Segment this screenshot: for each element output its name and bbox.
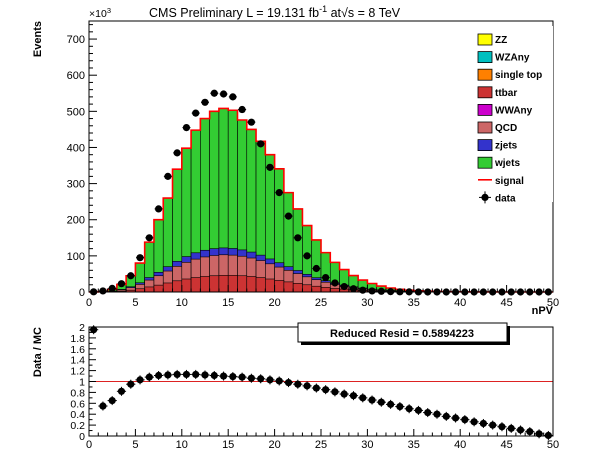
top-y-tick-label-600: 600 — [67, 70, 85, 82]
bottom-y-tick-label-0: 0 — [79, 431, 85, 443]
top-x-tick-label-25: 25 — [315, 297, 327, 309]
legend-label: QCD — [495, 123, 517, 134]
legend-item-data: data — [479, 191, 516, 204]
bottom-x-tick-label-25: 25 — [315, 439, 327, 451]
bottom-y-tick-label-1-4: 1.4 — [70, 355, 85, 367]
chart-title: CMS Preliminary L = 19.131 fb-1 at√s = 8… — [149, 4, 401, 20]
bottom-y-tick-label-0-2: 0.2 — [70, 420, 85, 432]
bar-ttbar-20 — [275, 280, 284, 292]
x-axis-label: nPV — [532, 305, 554, 317]
top-y-tick-label-0: 0 — [79, 287, 85, 299]
legend-item-wwany: WWAny — [478, 104, 533, 116]
top-x-tick-label-0: 0 — [86, 297, 92, 309]
legend-label: zjets — [495, 141, 518, 152]
reduced-resid-text: Reduced Resid = 0.5894223 — [330, 328, 474, 340]
bottom-y-tick-label-1-6: 1.6 — [70, 344, 85, 356]
top-y-tick-label-100: 100 — [67, 251, 85, 263]
bottom-y-tick-label-2: 2 — [79, 322, 85, 334]
ratio-y-axis-label: Data / MC — [32, 327, 44, 377]
bar-ttbar-7 — [154, 285, 163, 292]
legend-item-qcd: QCD — [478, 122, 517, 134]
bar-ttbar-6 — [145, 287, 154, 292]
top-y-tick-label-400: 400 — [67, 142, 85, 154]
legend-item-single-top: single top — [478, 69, 542, 81]
legend-label: data — [495, 193, 516, 204]
bottom-y-tick-label-0-8: 0.8 — [70, 387, 85, 399]
legend-label: ttbar — [495, 88, 517, 99]
bottom-x-tick-label-40: 40 — [454, 439, 466, 451]
bar-ttbar-10 — [182, 279, 191, 292]
bottom-x-tick-label-0: 0 — [86, 439, 92, 451]
legend-label: signal — [495, 176, 524, 187]
bottom-y-tick-label-1: 1 — [79, 377, 85, 389]
legend-item-wzany: WZAny — [478, 52, 530, 64]
legend-item-ttbar: ttbar — [478, 87, 517, 99]
bar-ttbar-23 — [302, 285, 311, 292]
bar-ttbar-13 — [210, 276, 219, 292]
bar-ttbar-26 — [330, 288, 339, 292]
bar-ttbar-16 — [237, 276, 246, 292]
bottom-x-tick-label-20: 20 — [268, 439, 280, 451]
top-x-tick-label-40: 40 — [454, 297, 466, 309]
bar-ttbar-18 — [256, 278, 265, 292]
top-y-tick-label-300: 300 — [67, 179, 85, 191]
bar-ttbar-8 — [163, 283, 172, 292]
legend-label: wjets — [494, 158, 520, 169]
legend-item-zjets: zjets — [478, 140, 518, 152]
bottom-x-tick-label-5: 5 — [132, 439, 138, 451]
legend: ZZ WZAny single top ttbar WWAny QCD zjets wjets… — [473, 26, 553, 204]
reduced-resid-box: Reduced Resid = 0.5894223 — [298, 323, 510, 345]
bar-ttbar-15 — [228, 275, 237, 292]
top-x-tick-label-45: 45 — [500, 297, 512, 309]
top-x-tick-label-35: 35 — [408, 297, 420, 309]
top-x-tick-label-20: 20 — [268, 297, 280, 309]
bottom-y-tick-label-1-8: 1.8 — [70, 333, 85, 345]
legend-label: WZAny — [495, 53, 530, 64]
bottom-x-tick-label-50: 50 — [547, 439, 559, 451]
bar-ttbar-22 — [293, 283, 302, 292]
bar-ttbar-14 — [219, 275, 228, 292]
top-x-tick-label-10: 10 — [176, 297, 188, 309]
annotation-shadow-bottom — [301, 342, 510, 345]
top-y-tick-label-500: 500 — [67, 106, 85, 118]
bottom-y-tick-label-0-6: 0.6 — [70, 398, 85, 410]
legend-label: single top — [495, 70, 542, 81]
bar-ttbar-12 — [200, 276, 209, 292]
top-y-tick-label-200: 200 — [67, 215, 85, 227]
legend-label: WWAny — [495, 105, 533, 116]
bottom-y-tick-label-0-4: 0.4 — [70, 409, 85, 421]
bottom-x-tick-label-10: 10 — [176, 439, 188, 451]
legend-label: ZZ — [495, 35, 507, 46]
bar-ttbar-21 — [284, 282, 293, 292]
top-x-tick-label-15: 15 — [222, 297, 234, 309]
bar-ttbar-9 — [173, 281, 182, 292]
bottom-x-tick-label-45: 45 — [500, 439, 512, 451]
legend-item-wjets: wjets — [478, 157, 520, 169]
bottom-x-tick-label-35: 35 — [408, 439, 420, 451]
top-y-tick-label-700: 700 — [67, 34, 85, 46]
bar-ttbar-17 — [247, 276, 256, 292]
bar-ttbar-24 — [312, 286, 321, 292]
bar-ttbar-19 — [265, 279, 274, 292]
bottom-x-tick-label-15: 15 — [222, 439, 234, 451]
y-axis-label: Events — [32, 21, 44, 57]
top-x-tick-label-30: 30 — [361, 297, 373, 309]
top-x-tick-label-5: 5 — [132, 297, 138, 309]
bar-ttbar-25 — [321, 287, 330, 292]
bottom-y-tick-label-1-2: 1.2 — [70, 366, 85, 378]
bar-ttbar-11 — [191, 278, 200, 292]
bottom-x-tick-label-30: 30 — [361, 439, 373, 451]
